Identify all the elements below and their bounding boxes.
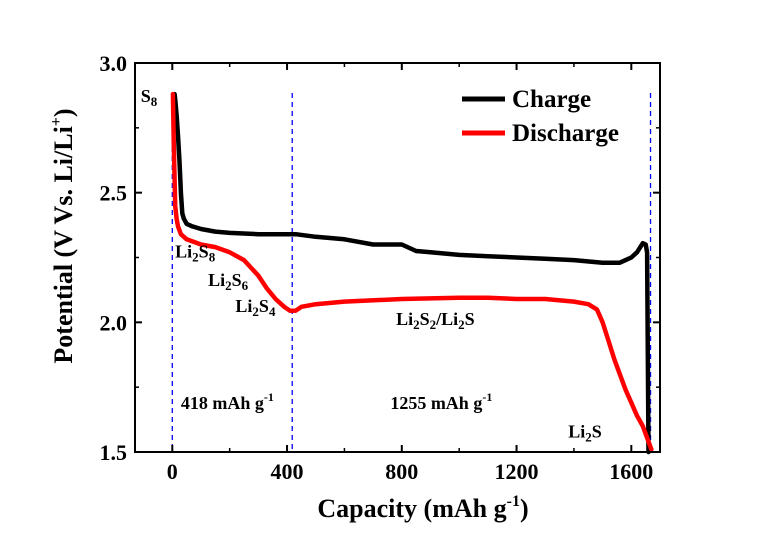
x-tick-label: 400 xyxy=(271,459,304,484)
legend-label-discharge: Discharge xyxy=(512,120,619,147)
annotation-cap2: 1255 mAh g-1 xyxy=(390,390,492,413)
annotation-s8: S8 xyxy=(141,86,158,109)
x-tick-label: 800 xyxy=(385,459,418,484)
series-line-discharge xyxy=(170,91,654,452)
annotation-cap1: 418 mAh g-1 xyxy=(181,390,274,413)
plot-content xyxy=(170,91,654,455)
y-tick-label: 2.0 xyxy=(100,310,128,335)
x-axis-title: Capacity (mAh g-1) xyxy=(317,493,528,523)
series-line-charge xyxy=(172,91,651,455)
y-tick-label: 3.0 xyxy=(100,51,128,76)
annotation-li2s: Li2S xyxy=(568,422,602,445)
y-tick-label: 2.5 xyxy=(100,181,128,206)
x-tick-label: 0 xyxy=(167,459,178,484)
legend-label-charge: Charge xyxy=(512,86,591,113)
x-axis: 0 400 800 1200 1600 xyxy=(167,63,653,484)
annotations: S8 Li2S8 Li2S6 Li2S4 Li2S2/Li2S 418 mAh g-1 12… xyxy=(141,86,602,445)
y-axis: 1.5 2.0 2.5 3.0 xyxy=(100,51,660,465)
y-axis-title-main: Potential (V Vs. Li/Li xyxy=(49,126,78,363)
y-axis-title-sup: + xyxy=(48,117,65,126)
annotation-li2s4: Li2S4 xyxy=(235,296,276,319)
legend: Charge Discharge xyxy=(462,86,619,147)
x-axis-title-sup: -1 xyxy=(507,493,520,510)
x-tick-label: 1200 xyxy=(495,459,539,484)
x-axis-title-end: ) xyxy=(520,494,529,523)
annotation-li2s2-li2s: Li2S2/Li2S xyxy=(396,309,475,332)
y-tick-label: 1.5 xyxy=(100,440,128,465)
y-axis-title-end: ) xyxy=(49,108,78,117)
annotation-li2s8: Li2S8 xyxy=(175,242,216,265)
x-tick-label: 1600 xyxy=(609,459,653,484)
y-axis-title: Potential (V Vs. Li/Li+) xyxy=(48,108,78,363)
annotation-li2s6: Li2S6 xyxy=(208,270,249,293)
x-axis-title-main: Capacity (mAh g xyxy=(317,494,506,523)
